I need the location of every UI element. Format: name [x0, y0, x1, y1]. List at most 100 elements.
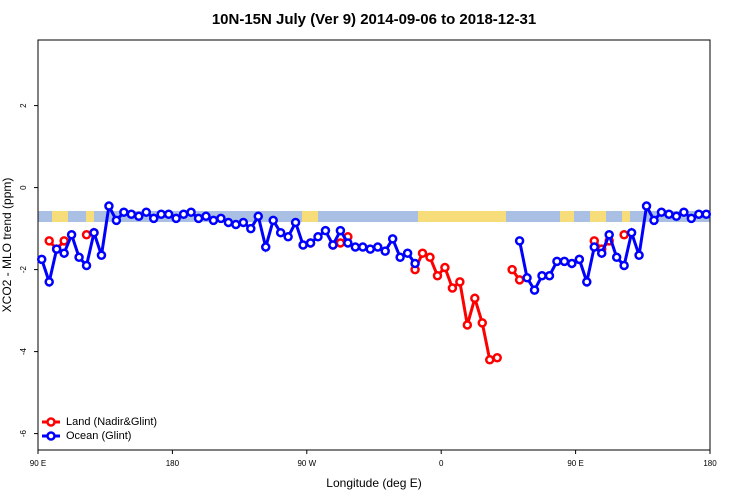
data-point — [596, 248, 607, 258]
data-point — [626, 227, 637, 238]
data-point — [119, 207, 129, 217]
series-line — [49, 233, 624, 360]
data-point — [679, 207, 689, 217]
data-point — [81, 230, 92, 240]
data-point — [283, 232, 293, 242]
data-point — [611, 252, 622, 263]
y-tick-label: -6 — [19, 429, 28, 437]
data-point — [425, 252, 435, 263]
y-tick-label: 0 — [19, 185, 28, 190]
data-point — [350, 242, 361, 252]
data-point — [671, 211, 682, 222]
x-tick-label: 90 E — [30, 459, 46, 468]
data-point — [470, 293, 480, 304]
data-point — [126, 209, 137, 219]
data-point — [134, 211, 144, 222]
data-point — [156, 209, 166, 219]
data-point — [51, 244, 62, 254]
data-point — [216, 213, 226, 224]
data-point — [417, 248, 428, 258]
y-tick-label: 2 — [19, 103, 28, 108]
data-point — [552, 256, 562, 267]
data-point — [305, 238, 316, 248]
plot-frame — [37, 39, 711, 451]
data-point — [253, 211, 264, 222]
data-point — [141, 207, 152, 217]
data-point — [447, 283, 458, 293]
data-point — [36, 254, 47, 265]
data-point — [544, 271, 555, 281]
data-point — [59, 248, 69, 258]
data-point — [238, 217, 249, 228]
data-point — [193, 213, 204, 224]
data-point — [260, 242, 271, 252]
data-point — [74, 252, 84, 263]
data-point — [335, 225, 346, 236]
data-point — [246, 223, 256, 234]
data-point — [313, 232, 323, 242]
data-point — [656, 207, 667, 217]
data-point — [66, 230, 77, 240]
data-point — [522, 273, 532, 283]
data-point — [387, 234, 398, 244]
data-point — [537, 271, 547, 281]
data-point — [171, 213, 181, 224]
data-point — [320, 225, 331, 236]
data-point — [343, 238, 353, 248]
data-point — [89, 227, 99, 238]
data-point — [96, 250, 107, 260]
data-point — [223, 217, 234, 228]
data-point — [484, 355, 495, 365]
data-point — [81, 260, 92, 271]
data-point — [201, 211, 211, 222]
data-point — [44, 277, 54, 287]
data-point — [701, 209, 712, 219]
data-point — [186, 207, 196, 217]
data-point — [365, 244, 376, 254]
data-point — [380, 246, 390, 256]
data-point — [432, 271, 443, 281]
x-tick-label: 180 — [703, 459, 717, 468]
data-point — [604, 230, 614, 240]
data-point — [208, 215, 219, 226]
data-point — [298, 240, 308, 250]
data-point — [395, 252, 405, 263]
data-point — [574, 254, 585, 265]
data-point — [402, 248, 413, 258]
data-point — [44, 236, 54, 246]
x-axis-label: Longitude (deg E) — [326, 476, 421, 490]
data-point — [477, 318, 488, 328]
data-point — [529, 285, 540, 295]
data-point — [686, 213, 697, 224]
y-tick-label: -2 — [19, 265, 28, 273]
data-point — [664, 209, 674, 219]
data-point — [514, 275, 525, 285]
data-point — [694, 209, 704, 219]
data-point — [372, 242, 383, 252]
chart-title: 10N-15N July (Ver 9) 2014-09-06 to 2018-… — [212, 11, 536, 28]
data-point — [231, 219, 241, 230]
data-point — [462, 320, 473, 330]
x-tick-label: 0 — [439, 459, 444, 468]
data-point — [589, 242, 600, 252]
y-axis-label: XCO2 - MLO trend (ppm) — [0, 178, 14, 313]
legend-label: Land (Nadir&Glint) — [66, 416, 157, 428]
data-point — [507, 264, 517, 275]
data-point — [111, 215, 122, 226]
x-tick-label: 180 — [166, 459, 180, 468]
data-point — [148, 213, 159, 224]
x-tick-label: 90 E — [567, 459, 583, 468]
data-point — [619, 260, 629, 271]
data-point — [649, 215, 659, 226]
data-point — [634, 250, 644, 260]
x-tick-label: 90 W — [297, 459, 316, 468]
data-point — [514, 236, 525, 246]
data-point — [335, 238, 346, 248]
data-point — [410, 258, 420, 269]
legend-label: Ocean (Glint) — [66, 430, 131, 442]
data-point — [641, 201, 652, 211]
y-tick-label: -4 — [19, 347, 28, 355]
data-point — [559, 256, 570, 267]
legend-marker — [46, 431, 56, 441]
